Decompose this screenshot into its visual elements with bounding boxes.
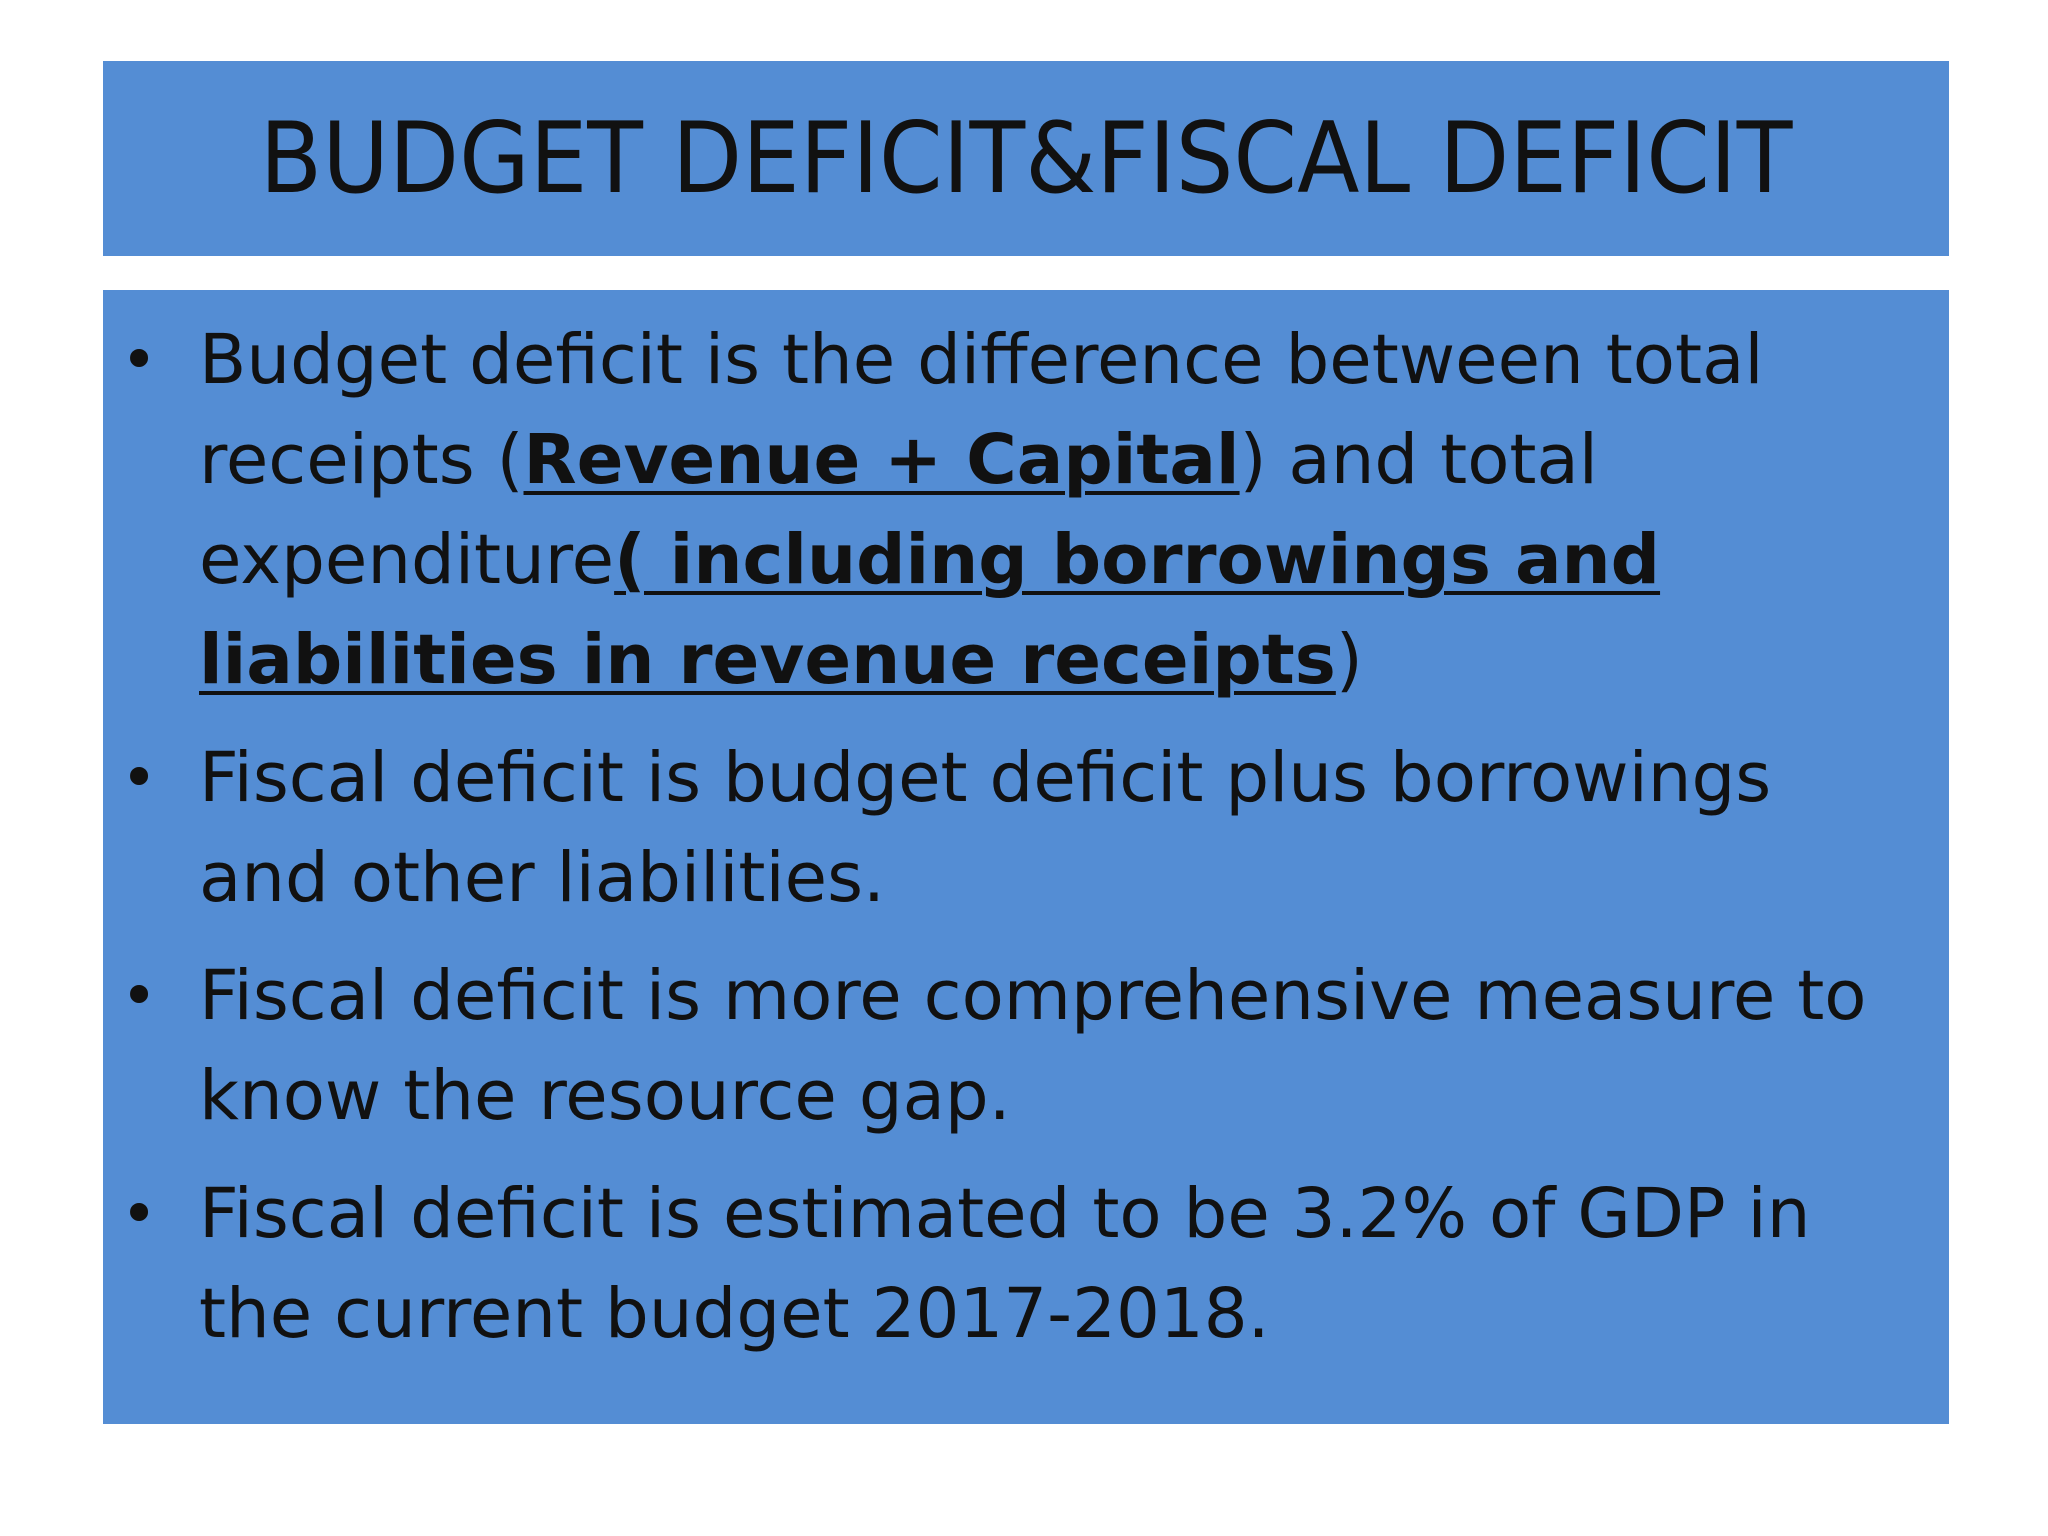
bullet-item-fiscal-deficit-estimate: • Fiscal deficit is estimated to be 3.2% …: [121, 1164, 1909, 1364]
slide-title: BUDGET DEFICIT&FISCAL DEFICIT: [259, 101, 1793, 216]
title-box: BUDGET DEFICIT&FISCAL DEFICIT: [103, 61, 1949, 256]
bullet-text: ): [1335, 620, 1363, 700]
bullet-icon: •: [120, 1177, 158, 1250]
content-box: • Budget deficit is the difference betwee…: [103, 290, 1949, 1424]
bullet-icon: •: [120, 741, 158, 814]
bullet-text: Fiscal deficit is estimated to be 3.2% o…: [199, 1174, 1811, 1354]
bullet-item-budget-deficit: • Budget deficit is the difference betwee…: [121, 310, 1909, 710]
bullet-item-fiscal-deficit-measure: • Fiscal deficit is more comprehensive me…: [121, 946, 1909, 1146]
bullet-text: Fiscal deficit is budget deficit plus bo…: [199, 738, 1772, 918]
bullet-text: Budget deficit is the difference between…: [199, 320, 1764, 500]
bullet-item-fiscal-deficit-definition: • Fiscal deficit is budget deficit plus b…: [121, 728, 1909, 928]
bullet-icon: •: [120, 323, 158, 396]
bullet-text: Fiscal deficit is more comprehensive mea…: [199, 956, 1867, 1136]
bullet-list: • Budget deficit is the difference betwee…: [121, 310, 1909, 1364]
emphasis-borrowings-liabilities: ( including borrowings and liabilities i…: [199, 520, 1661, 700]
bullet-text: ) and total expenditure: [199, 420, 1598, 600]
bullet-icon: •: [120, 959, 158, 1032]
emphasis-revenue-capital: Revenue + Capital: [523, 420, 1240, 500]
